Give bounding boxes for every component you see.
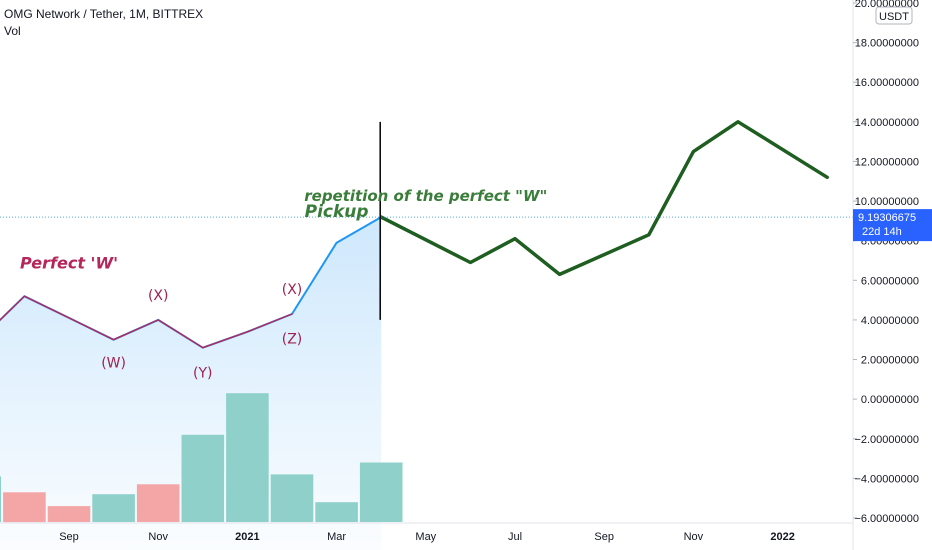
y-tick-label: −4.00000000 xyxy=(854,473,919,485)
y-tick-label: 6.00000000 xyxy=(861,275,919,287)
vertical-marker xyxy=(0,121,853,320)
y-tick-label: 20.00000000 xyxy=(855,0,919,10)
price-badge-countdown: 22d 14h xyxy=(862,226,902,238)
volume-bar xyxy=(92,494,135,522)
annotation-label: (W) xyxy=(101,355,126,371)
annotations: Perfect 'W' (W) (X) (Y) (X) (Z) Pickuprepetiti… xyxy=(20,187,547,381)
y-axis[interactable]: 20.00000000 18.00000000 16.00000000 14.0000… xyxy=(852,0,919,550)
y-tick-label: 2.00000000 xyxy=(861,355,919,367)
y-tick-label: −6.00000000 xyxy=(854,513,919,525)
y-tick-label: 0.00000000 xyxy=(861,394,919,406)
volume-bar xyxy=(136,484,180,522)
last-price-badge: 9.19306675 22d 14h xyxy=(853,209,932,242)
price-badge-value: 9.19306675 xyxy=(858,212,916,224)
volume-bar xyxy=(3,492,46,523)
series-line xyxy=(379,120,829,277)
volume-bar xyxy=(270,474,314,522)
price-badge xyxy=(853,209,932,242)
x-tick-label: Nov xyxy=(148,531,168,543)
y-tick-label: −2.00000000 xyxy=(854,434,919,446)
annotation-label: Pickup xyxy=(305,202,369,222)
volume-bar xyxy=(226,393,269,522)
y-tick-label: 12.00000000 xyxy=(855,156,919,168)
x-tick-label: Jul xyxy=(508,531,522,543)
x-axis[interactable]: Sep Nov 2021 Mar May Jul Sep Nov 2022 xyxy=(0,522,853,543)
annotation-label: (Z) xyxy=(282,332,303,348)
unit-box-frame xyxy=(875,6,913,25)
volume-bar xyxy=(359,462,403,522)
y-tick-label: 4.00000000 xyxy=(861,315,919,327)
volume-bar xyxy=(0,476,2,522)
volume-bar xyxy=(181,434,225,522)
x-tick-label: 2022 xyxy=(770,531,794,543)
x-tick-label: Sep xyxy=(59,531,79,543)
y-tick-label: 10.00000000 xyxy=(855,196,919,208)
area-fill xyxy=(0,217,382,550)
x-tick-label: Sep xyxy=(594,531,614,543)
price-lines xyxy=(0,120,829,349)
volume-label[interactable]: Vol xyxy=(4,24,21,38)
y-tick-label: 14.00000000 xyxy=(855,117,919,129)
y-tick-label: 16.00000000 xyxy=(855,77,919,89)
unit-label: USDT xyxy=(879,11,909,23)
x-tick-label: May xyxy=(415,531,436,543)
annotation-label: (X) xyxy=(148,288,169,304)
series-line xyxy=(0,295,293,349)
volume-bars xyxy=(0,393,403,523)
symbol-title[interactable]: OMG Network / Tether, 1M, BITTREX xyxy=(4,7,204,21)
x-tick-label: Mar xyxy=(327,531,346,543)
price-area-fill xyxy=(0,217,382,550)
x-tick-label: Nov xyxy=(684,531,704,543)
annotation-label: (X) xyxy=(282,282,303,298)
annotation-label: repetition of the perfect "W" xyxy=(304,187,547,205)
annotation-label: Perfect 'W' xyxy=(20,253,118,272)
unit-box: USDT xyxy=(875,6,913,25)
annotation-label: (Y) xyxy=(193,365,212,381)
chart-legend: OMG Network / Tether, 1M, BITTREX Vol xyxy=(4,6,203,40)
volume-bar xyxy=(315,502,358,522)
x-tick-label: 2021 xyxy=(235,531,259,543)
y-tick-label: 18.00000000 xyxy=(855,38,919,50)
volume-bar xyxy=(47,506,91,522)
